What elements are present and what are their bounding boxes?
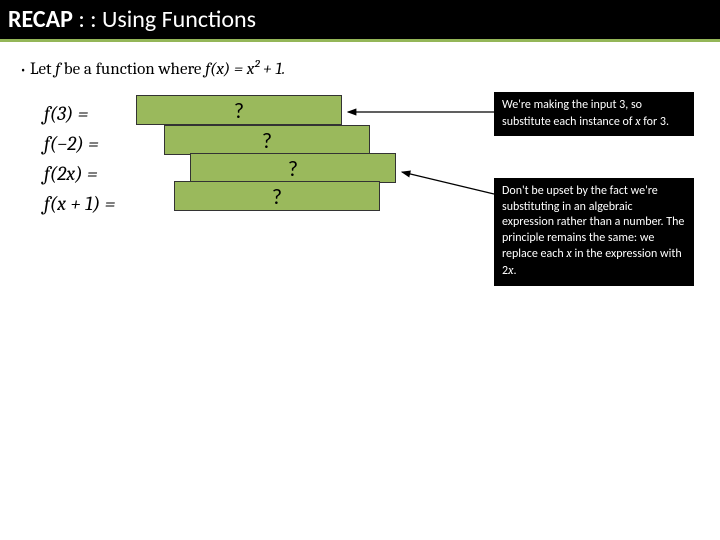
reveal-box[interactable]: ? — [190, 153, 396, 183]
eq-label: f(3) = — [44, 102, 88, 125]
equation-row: f(3) = — [44, 98, 115, 128]
note-box: We're making the input 3, so substitute … — [494, 92, 694, 136]
equation-row: f(x + 1) = — [44, 188, 115, 218]
title-rest: : : Using Functions — [73, 5, 256, 34]
header-bar: RECAP : : Using Functions — [0, 0, 720, 42]
eq-label: f(2x) = — [44, 162, 98, 185]
note-box: Don't be upset by the fact we're substit… — [494, 178, 694, 286]
intro-prefix: Let — [30, 60, 55, 79]
eq-label: f(x + 1) = — [44, 192, 115, 215]
intro-expr: f(x) = x² + 1. — [205, 60, 285, 79]
reveal-box[interactable]: ? — [136, 95, 342, 125]
equation-row: f(2x) = — [44, 158, 115, 188]
reveal-box[interactable]: ? — [164, 125, 370, 155]
title-bold: RECAP — [8, 5, 73, 34]
bullet-icon: • — [20, 61, 26, 78]
equations-area: f(3) = f(−2) = f(2x) = f(x + 1) = — [44, 98, 115, 218]
intro-mid: be a function where — [60, 60, 205, 79]
reveal-box[interactable]: ? — [174, 181, 380, 211]
page-title: RECAP : : Using Functions — [8, 5, 256, 34]
equation-row: f(−2) = — [44, 128, 115, 158]
intro-text: • Let f be a function where f(x) = x² + … — [20, 60, 720, 79]
eq-label: f(−2) = — [44, 132, 99, 155]
arrow-line — [402, 172, 494, 194]
content-area: • Let f be a function where f(x) = x² + … — [0, 42, 720, 79]
